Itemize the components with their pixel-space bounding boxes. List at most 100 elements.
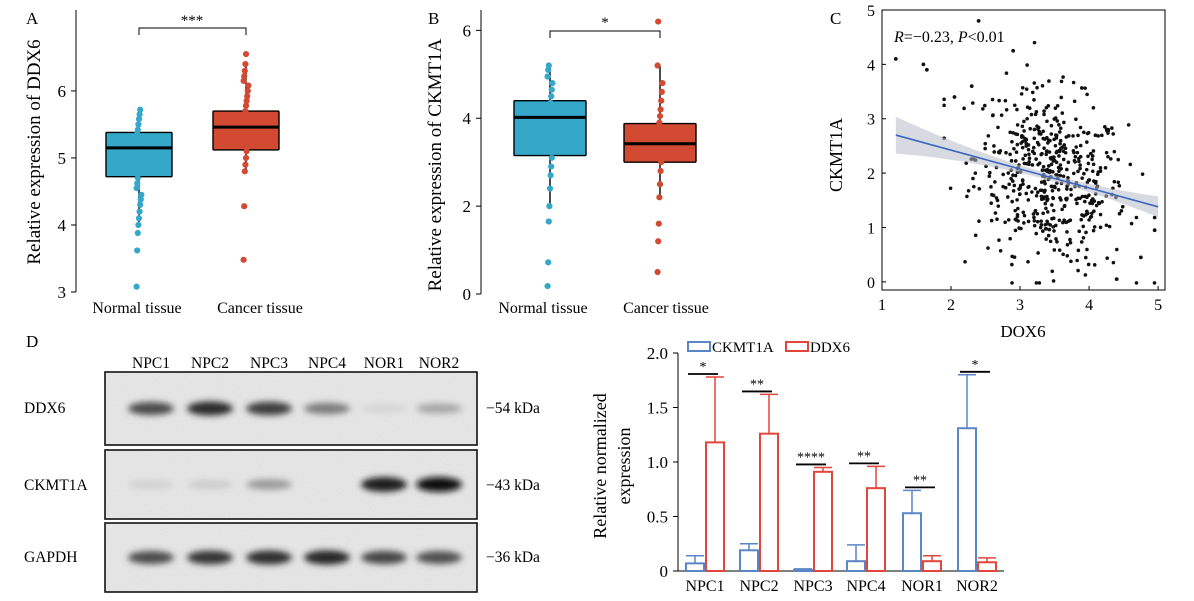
panel-d-y-tick-label: 1.0	[647, 453, 668, 472]
panel-label-d: D	[26, 332, 38, 351]
data-point	[138, 140, 145, 147]
scatter-point	[1051, 170, 1055, 174]
scatter-point	[1035, 219, 1040, 224]
scatter-point	[965, 194, 969, 199]
scatter-point	[980, 107, 985, 111]
scatter-point	[1036, 125, 1041, 130]
scatter-point	[1011, 173, 1015, 178]
data-point	[134, 126, 141, 133]
panel-a-y-tick-label: 5	[58, 149, 67, 168]
data-point	[137, 201, 144, 208]
data-point	[243, 97, 250, 105]
data-point	[242, 161, 249, 168]
scatter-point	[1058, 126, 1063, 131]
scatter-point	[1079, 240, 1084, 244]
scatter-point	[1057, 218, 1062, 223]
scatter-point	[1010, 179, 1015, 183]
data-point	[548, 93, 555, 100]
blot-row-size: −54 kDa	[486, 400, 540, 417]
scatter-point	[1105, 256, 1109, 260]
bar-ddx6	[922, 560, 942, 573]
scatter-point	[996, 204, 1001, 208]
scatter-point	[1050, 269, 1055, 274]
panel-b-y-tick-label: 6	[463, 21, 472, 40]
scatter-point	[1022, 129, 1026, 133]
scatter-point	[1006, 195, 1010, 199]
scatter-point	[1078, 166, 1082, 171]
significance-label: **	[857, 449, 871, 464]
scatter-point	[1075, 201, 1079, 206]
significance-label: *	[700, 360, 707, 375]
bar-ddx6	[866, 487, 886, 572]
scatter-point	[1044, 105, 1049, 110]
scatter-point	[1034, 281, 1039, 285]
scatter-point	[1048, 138, 1052, 143]
scatter-point	[1020, 178, 1025, 182]
scatter-point	[970, 101, 975, 105]
scatter-point	[1010, 281, 1014, 285]
scatter-point	[1062, 143, 1067, 147]
scatter-point	[1116, 157, 1121, 162]
scatter-point	[987, 174, 992, 178]
data-point	[135, 115, 143, 123]
scatter-point	[1044, 149, 1049, 154]
scatter-point	[1021, 139, 1025, 144]
data-point	[658, 152, 665, 159]
scatter-point	[1076, 268, 1080, 273]
scatter-point	[1057, 169, 1061, 174]
significance-label: **	[750, 377, 764, 392]
scatter-point	[1006, 218, 1011, 222]
data-point	[241, 203, 248, 210]
data-point	[546, 106, 554, 113]
scatter-point	[1016, 219, 1020, 223]
panel-c-x-label: DOX6	[1000, 322, 1045, 341]
scatter-point	[1090, 169, 1095, 174]
scatter-point	[1056, 165, 1061, 170]
scatter-point	[1057, 248, 1062, 252]
scatter-point	[1057, 154, 1061, 158]
scatter-point	[1023, 153, 1028, 158]
scatter-point	[1034, 157, 1038, 161]
data-point	[545, 62, 552, 69]
scatter-point	[1017, 226, 1021, 230]
bar-ckmt1a	[846, 560, 866, 573]
scatter-point	[992, 150, 997, 154]
data-point	[133, 283, 140, 290]
scatter-point	[1045, 197, 1050, 201]
scatter-point	[1053, 133, 1058, 137]
scatter-point	[1013, 173, 1018, 178]
scatter-point	[1042, 146, 1046, 150]
scatter-point	[1041, 229, 1045, 233]
scatter-point	[1012, 255, 1017, 259]
scatter-point	[1072, 99, 1077, 104]
scatter-point	[1046, 141, 1050, 145]
scatter-point	[1068, 237, 1072, 242]
blot-band	[416, 551, 462, 564]
scatter-point	[1055, 103, 1060, 108]
scatter-point	[1030, 190, 1034, 194]
panel-a-y-tick-label: 4	[58, 216, 67, 235]
scatter-point	[1054, 237, 1058, 241]
scatter-point	[1077, 229, 1082, 234]
scatter-point	[1013, 208, 1018, 213]
scatter-point	[1006, 171, 1011, 175]
panel-b-y-tick-label: 2	[463, 197, 472, 216]
data-point	[133, 185, 140, 192]
panel-c-plot-frame	[881, 9, 1166, 291]
blot-row-size: −36 kDa	[486, 549, 540, 566]
data-point	[135, 121, 142, 128]
scatter-point	[1003, 98, 1008, 103]
scatter-point	[1076, 169, 1080, 174]
blot-row-label: CKMT1A	[24, 477, 89, 494]
scatter-point	[1015, 123, 1020, 127]
bar-ckmt1a	[957, 427, 977, 572]
western-blot: NPC1 NPC2 NPC3 NPC4 NOR1 NOR2 DDX6 −54 kDa CKMT…	[24, 355, 540, 593]
scatter-point	[1012, 103, 1017, 108]
panel-a-x-tick-normal: Normal tissue	[92, 300, 181, 317]
scatter-point	[1012, 183, 1017, 188]
x-tick-label-nor2: NOR2	[956, 578, 998, 595]
scatter-point	[1048, 239, 1053, 244]
scatter-point	[1066, 160, 1071, 165]
scatter-point	[1039, 194, 1044, 199]
scatter-point	[1010, 139, 1014, 144]
